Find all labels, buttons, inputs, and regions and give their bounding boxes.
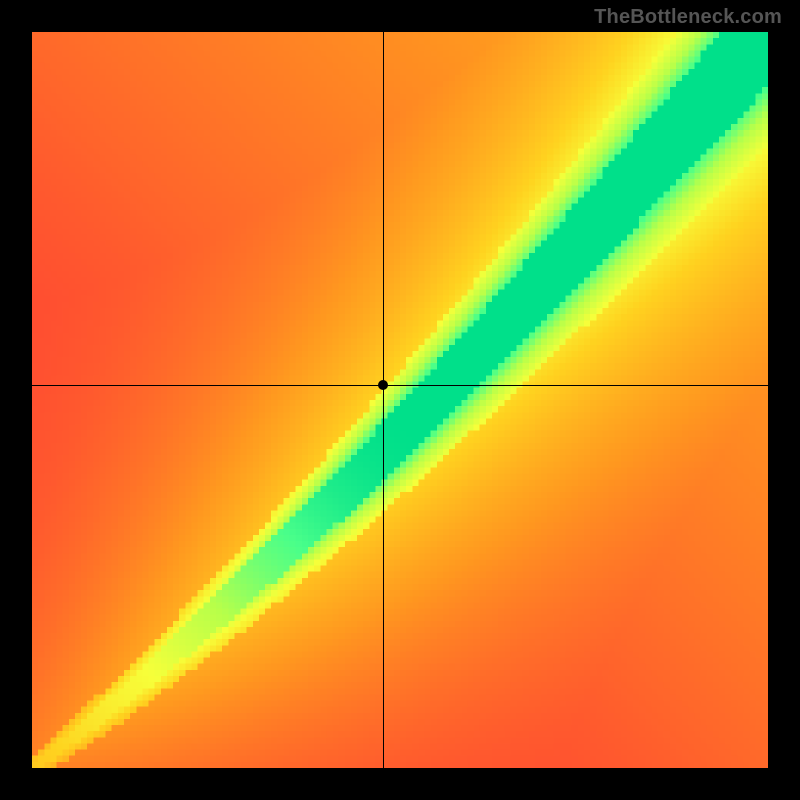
selected-point-marker (378, 380, 388, 390)
chart-container: TheBottleneck.com (0, 0, 800, 800)
crosshair-vertical (383, 32, 384, 768)
watermark-text: TheBottleneck.com (594, 6, 782, 29)
crosshair-horizontal (32, 385, 768, 386)
plot-area (32, 32, 768, 768)
bottleneck-heatmap (32, 32, 768, 768)
